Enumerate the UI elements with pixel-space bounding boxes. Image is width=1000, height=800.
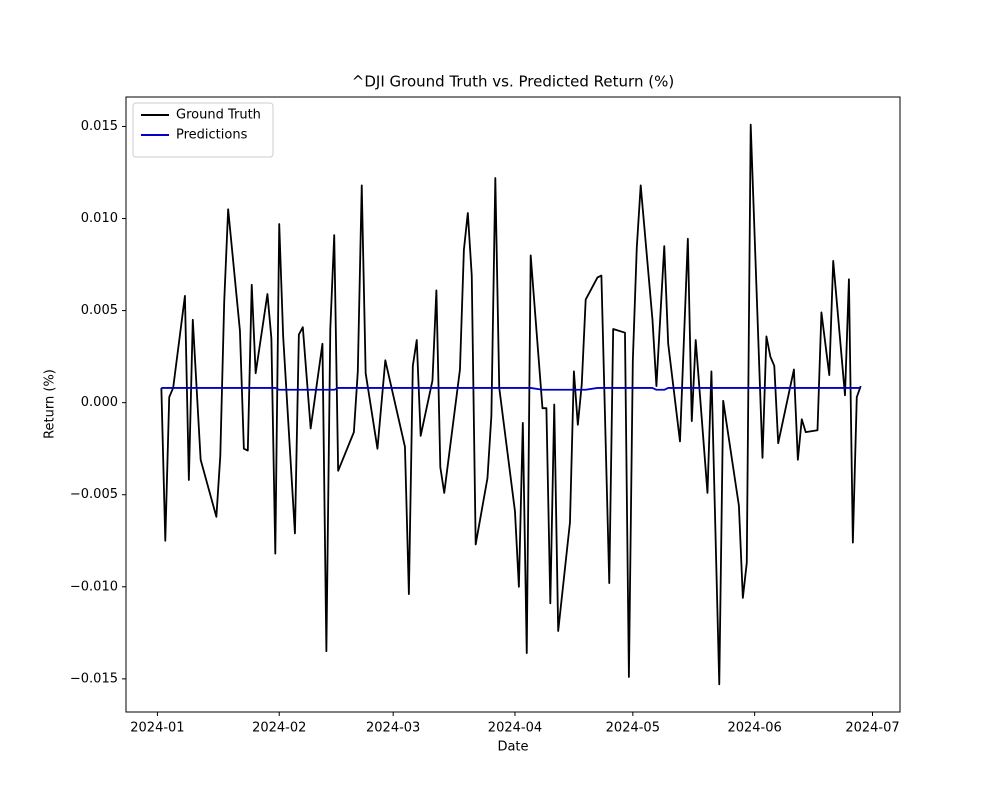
y-tick-label: 0.005 <box>81 303 118 318</box>
y-tick-label: 0.010 <box>81 211 118 226</box>
legend-label: Predictions <box>176 128 248 143</box>
chart-title: ^DJI Ground Truth vs. Predicted Return (… <box>352 73 674 91</box>
x-tick-label: 2024-05 <box>606 721 660 736</box>
x-tick-label: 2024-03 <box>366 721 420 736</box>
series-line <box>161 387 861 391</box>
x-tick-label: 2024-01 <box>130 721 184 736</box>
y-tick-label: −0.005 <box>70 487 118 502</box>
legend-label: Ground Truth <box>176 108 261 123</box>
plot-frame <box>125 96 901 713</box>
y-axis-label: Return (%) <box>43 369 58 439</box>
y-tick-label: 0.015 <box>81 119 118 134</box>
legend-box <box>132 102 274 158</box>
series-line <box>160 123 862 686</box>
x-tick-label: 2024-02 <box>252 721 306 736</box>
y-tick-label: −0.010 <box>70 579 118 594</box>
x-tick-label: 2024-07 <box>845 721 899 736</box>
x-tick-label: 2024-04 <box>488 721 542 736</box>
y-tick-label: −0.015 <box>70 671 118 686</box>
x-tick-label: 2024-06 <box>727 721 781 736</box>
y-tick-label: 0.000 <box>81 395 118 410</box>
x-axis-label: Date <box>497 740 528 755</box>
